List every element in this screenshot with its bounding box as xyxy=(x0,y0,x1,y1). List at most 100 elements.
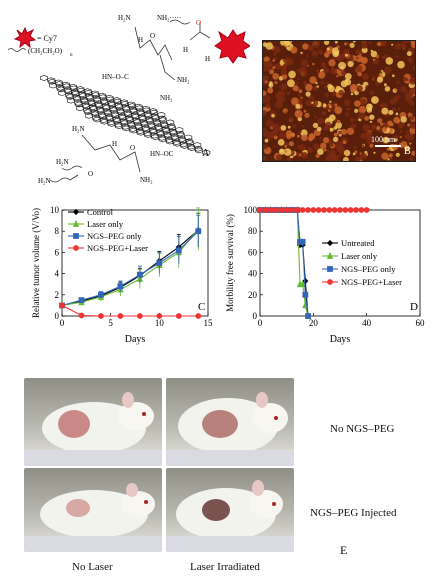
hexagon-cell xyxy=(121,123,130,130)
afm-grain xyxy=(376,41,382,47)
afm-grain xyxy=(345,112,349,117)
data-point xyxy=(136,271,143,278)
y-tick-label: 0 xyxy=(253,311,258,321)
afm-grain xyxy=(379,71,383,74)
hexagon-cell xyxy=(108,101,116,108)
group-h-3: H xyxy=(205,55,210,63)
afm-grain xyxy=(373,58,380,65)
afm-grain xyxy=(303,81,307,86)
hexagon-cell xyxy=(98,92,107,99)
data-point xyxy=(302,277,309,285)
afm-grain xyxy=(344,73,352,80)
afm-grain xyxy=(287,79,295,88)
afm-grain xyxy=(400,85,408,93)
afm-grain xyxy=(279,148,284,153)
data-point xyxy=(299,207,306,213)
hexagon-cell xyxy=(158,115,167,122)
afm-grain xyxy=(401,44,407,50)
afm-grain xyxy=(292,85,299,92)
y-tick-label: 8 xyxy=(55,226,60,236)
hexagon-cell xyxy=(109,107,118,113)
hexagon-cell xyxy=(113,117,122,124)
afm-grain xyxy=(262,144,268,150)
afm-grain xyxy=(355,65,363,73)
panel-c-chart: 0 5 10 15 0 2 4 6 8 10 Days Relative tumor volume (… xyxy=(30,198,220,353)
afm-grain xyxy=(376,76,384,83)
afm-grain xyxy=(396,80,400,84)
series-line xyxy=(260,209,309,317)
afm-grain xyxy=(321,111,327,116)
afm-grain xyxy=(407,123,411,127)
afm-grain xyxy=(318,49,324,55)
data-point xyxy=(363,207,370,213)
afm-grain xyxy=(395,112,399,116)
hexagon-cell xyxy=(74,100,83,106)
y-axis-label: Relative tumor volume (V/Vo) xyxy=(31,208,41,318)
data-point xyxy=(195,313,202,319)
afm-grain xyxy=(406,130,409,133)
afm-grain xyxy=(273,52,277,56)
hexagon-cell xyxy=(84,89,93,96)
afm-grain xyxy=(338,130,342,135)
hexagon-cell xyxy=(91,111,100,118)
afm-grain xyxy=(274,81,278,85)
afm-grain xyxy=(301,152,308,159)
hexagon-cell xyxy=(146,118,155,124)
afm-grain xyxy=(383,66,392,74)
afm-grain xyxy=(381,152,389,160)
hexagon-cell xyxy=(47,77,56,84)
afm-grain xyxy=(299,144,306,151)
hexagon-cell xyxy=(143,111,152,118)
afm-grain xyxy=(264,138,269,143)
afm-grain xyxy=(336,55,344,62)
afm-grain xyxy=(283,148,292,156)
hexagon-cell xyxy=(140,121,149,128)
afm-grain xyxy=(313,143,320,150)
group-h2n-bl: H₂N xyxy=(38,177,51,185)
data-point xyxy=(78,312,85,319)
graphene-sheet xyxy=(40,75,211,156)
hexagon-cell xyxy=(79,96,88,103)
data-point xyxy=(299,238,306,245)
afm-texture xyxy=(260,37,418,164)
data-point xyxy=(267,207,274,213)
data-point xyxy=(98,291,104,298)
legend-entry: Untreated xyxy=(341,238,375,248)
afm-grain xyxy=(360,132,368,140)
afm-grain xyxy=(265,42,273,50)
afm-grain xyxy=(353,146,357,150)
afm-grain xyxy=(373,151,376,154)
hexagon-cell xyxy=(78,91,86,98)
group-h-1: H xyxy=(138,36,143,44)
hexagon-cell xyxy=(165,138,174,145)
group-nh2-mid: NH₂ xyxy=(160,94,173,102)
hexagon-cell xyxy=(134,103,143,110)
afm-grain xyxy=(387,158,390,161)
series-line xyxy=(61,228,199,306)
afm-grain xyxy=(354,150,358,154)
afm-grain xyxy=(390,122,394,127)
afm-grain xyxy=(280,83,288,91)
afm-grain xyxy=(352,39,356,43)
afm-grain xyxy=(343,149,351,157)
afm-grain xyxy=(332,136,339,143)
hexagon-cell xyxy=(65,92,74,99)
afm-grain xyxy=(310,149,314,153)
hexagon-cell xyxy=(58,90,66,96)
hexagon-cell xyxy=(132,117,141,124)
afm-grain xyxy=(316,126,322,132)
afm-grain xyxy=(279,66,282,69)
scale-bar-label: 100 nm xyxy=(371,135,396,144)
afm-grain xyxy=(377,74,380,77)
tumor-volume-chart: 0 5 10 15 0 2 4 6 8 10 Days Relative tumor volume (… xyxy=(31,205,213,345)
afm-grain xyxy=(273,135,278,140)
afm-grain xyxy=(393,96,399,102)
panel-e-label: E xyxy=(340,543,348,557)
mouse-illustration xyxy=(24,392,162,466)
data-point xyxy=(353,207,359,213)
afm-grain xyxy=(343,156,349,163)
hexagon-cell xyxy=(139,119,148,126)
afm-grain xyxy=(323,85,327,89)
hexagon-cell xyxy=(162,127,171,134)
data-point xyxy=(156,313,163,319)
